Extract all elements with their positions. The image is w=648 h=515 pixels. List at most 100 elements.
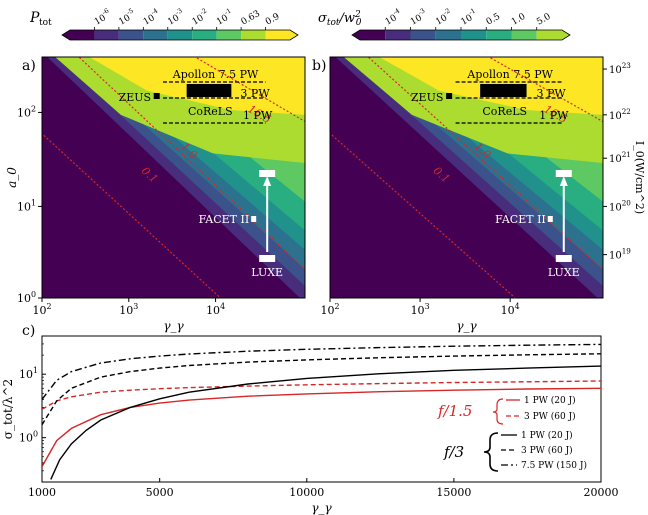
colorbar-a-swatch — [62, 30, 95, 40]
panel-b-zeus-label: ZEUS — [411, 91, 443, 104]
colorbar-a-swatch — [94, 30, 119, 40]
panel-b-y2-tick-label: 1023 — [609, 61, 631, 76]
legend-entry-label: 3 PW (60 J) — [524, 411, 576, 422]
panel-a-x-tick-label: 102 — [32, 302, 51, 317]
panel-b-laser-box — [480, 84, 527, 97]
legend-brace — [492, 398, 504, 425]
panel-a-frame — [41, 56, 306, 299]
panel-a-luxe-marker — [259, 255, 276, 262]
panel-b-laser-label: 3 PW — [537, 87, 567, 100]
panel-b-zeus-marker — [446, 93, 453, 99]
colorbar-b-swatch — [435, 30, 461, 40]
panel-b-label: b) — [312, 58, 326, 74]
colorbar-b-tick-label: 10-1 — [458, 7, 480, 28]
panel-a-y-tick-label: 101 — [17, 198, 36, 213]
legend-entry-label: 1 PW (20 J) — [521, 430, 573, 441]
colorbar-a-tick-label: 10-4 — [140, 7, 162, 28]
panel-c-x-tick-label: 1000 — [28, 486, 56, 499]
colorbar-b-tick-label: 5.0 — [535, 12, 553, 28]
panel-b-arrow-top-marker — [555, 170, 572, 177]
panel-c: c) 1000 5000 10000 15000 20000 100 101 γ_γ σ_tot… — [1, 323, 619, 515]
panel-b-y2-tick-label: 1020 — [609, 198, 631, 213]
panel-b-arrow-head — [559, 176, 568, 186]
panel-a-laser-box — [186, 84, 232, 97]
colorbar-a-tick-label: 0.9 — [264, 12, 282, 28]
colorbar-b: σtot/w2 0 10-410-310-210-1 0.5 1.0 5.0 — [318, 7, 571, 41]
colorbar-b-swatch — [385, 30, 411, 40]
colorbar-a-tick-label: 10-6 — [91, 7, 113, 28]
panel-c-y-tick-label: 101 — [19, 366, 38, 381]
colorbar-a-swatch — [118, 30, 144, 40]
panel-c-x-tick-label: 20000 — [584, 486, 619, 499]
panel-a-arrow-top-marker — [259, 170, 276, 177]
panel-b-luxe-marker — [555, 255, 572, 262]
panel-b-laser-label: CoReLS — [482, 105, 527, 118]
panel-c-x-tick-label: 5000 — [146, 486, 174, 499]
series-line-1 — [42, 380, 601, 410]
series-line-3 — [42, 353, 601, 426]
panel-c-x-tick-label: 10000 — [289, 486, 324, 499]
panel-b-x-tick-label: 103 — [411, 302, 430, 317]
panel-a-y-tick-label: 102 — [17, 104, 36, 119]
panel-b-y2-label: I_0(W/cm^2) — [633, 141, 646, 214]
colorbar-b-tick-label: 10-3 — [407, 7, 429, 28]
panel-a-laser-label: CoReLS — [188, 105, 233, 118]
panel-b-laser-label: Apollon 7.5 PW — [466, 68, 553, 81]
legend-entry-label: 1 PW (20 J) — [524, 395, 576, 406]
colorbar-b-outline — [351, 29, 571, 41]
panel-a-x-tick-label: 103 — [119, 302, 138, 317]
colorbar-b-swatch — [352, 30, 386, 40]
panel-a-arrow-head — [263, 176, 272, 186]
colorbar-b-label: σtot/w2 0 — [318, 10, 362, 28]
panel-a-luxe-label: LUXE — [251, 266, 283, 279]
colorbar-a-swatch — [241, 30, 266, 40]
colorbar-a-swatch — [167, 30, 193, 40]
panel-c-label: c) — [22, 323, 35, 339]
legend-group-label: f/1.5 — [437, 402, 472, 420]
colorbar-b-swatch — [511, 30, 537, 40]
panel-c-y-label: σ_tot/λ^2 — [1, 379, 15, 439]
panel-b-contour-line — [367, 57, 603, 271]
panel-c-y-tick-label: 100 — [19, 430, 38, 445]
panel-a-label: a) — [22, 58, 36, 74]
colorbar-b-tick-label: 10-2 — [432, 7, 454, 28]
panel-b-x-tick-label: 104 — [501, 302, 520, 317]
panel-b-y2-tick-label: 1022 — [609, 107, 631, 122]
colorbar-b-swatch — [536, 30, 570, 40]
panel-b-y2-tick-label: 1021 — [609, 150, 631, 165]
colorbar-b-swatch — [461, 30, 487, 40]
colorbar-a-tick-label: 10-5 — [115, 7, 137, 28]
panel-a-contour-line — [42, 132, 222, 298]
series-line-4 — [42, 343, 601, 400]
panel-a-laser-label: Apollon 7.5 PW — [172, 68, 259, 81]
colorbar-a-tick-label: 10-1 — [213, 7, 235, 28]
colorbar-a-tick-label: 10-2 — [189, 7, 211, 28]
colorbar-a-tick-label: 10-3 — [164, 7, 186, 28]
colorbar-b-tick-label: 1.0 — [510, 12, 528, 28]
colorbar-a-swatch — [192, 30, 217, 40]
legend-brace — [483, 432, 499, 472]
panel-b-luxe-label: LUXE — [548, 266, 580, 279]
panel-b-contour-line — [487, 57, 603, 123]
series-line-2 — [50, 365, 601, 480]
panel-b-x-label: γ_γ — [456, 319, 477, 333]
panel-a-x-label: γ_γ — [163, 319, 184, 333]
panel-c-frame — [41, 335, 602, 483]
legend-entry-label: 3 PW (60 J) — [521, 445, 573, 456]
panel-b-y2-tick-label: 1019 — [609, 247, 631, 262]
panel-b-laser-label: 1 PW — [539, 109, 569, 122]
colorbar-b-swatch — [410, 30, 436, 40]
colorbar-b-tick-label: 0.5 — [485, 12, 503, 28]
colorbar-a: P tot 10-610-510-410-310-210-1 0.63 0.9 — [29, 7, 299, 41]
colorbar-a-label-sub: tot — [39, 18, 52, 28]
colorbar-a-swatch — [265, 30, 298, 40]
panel-a-contour-line — [78, 57, 305, 271]
colorbar-b-tick-label: 10-4 — [382, 7, 404, 28]
panel-b-facet-label: FACET II — [495, 213, 546, 226]
panel-a-y-label: a_0 — [5, 167, 19, 188]
colorbar-a-outline — [61, 29, 299, 41]
panel-b-facet-marker — [547, 216, 553, 222]
